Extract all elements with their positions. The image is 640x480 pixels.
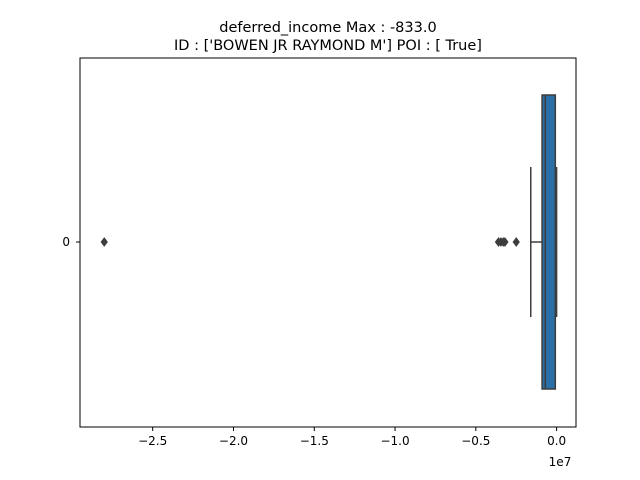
x-tick-label: −1.0	[380, 434, 409, 448]
box-iqr	[541, 94, 557, 390]
x-axis-offset-label: 1e7	[549, 455, 572, 469]
x-tick-label: −2.0	[219, 434, 248, 448]
outlier-point	[501, 237, 509, 247]
chart-title-line-1: deferred_income Max : -833.0	[219, 20, 436, 36]
chart-title-line-2: ID : ['BOWEN JR RAYMOND M'] POI : [ True…	[174, 38, 482, 54]
plot-layer: −2.5 −2.0 −1.5 −1.0 −0.5 0.0 0	[62, 57, 577, 448]
outlier-point	[512, 237, 520, 247]
outlier-point	[100, 237, 108, 247]
y-tick-label: 0	[62, 235, 70, 249]
x-tick-label: −0.5	[461, 434, 490, 448]
x-tick-label: −2.5	[138, 434, 167, 448]
x-tick-label: −1.5	[300, 434, 329, 448]
x-tick-label: 0.0	[547, 434, 566, 448]
